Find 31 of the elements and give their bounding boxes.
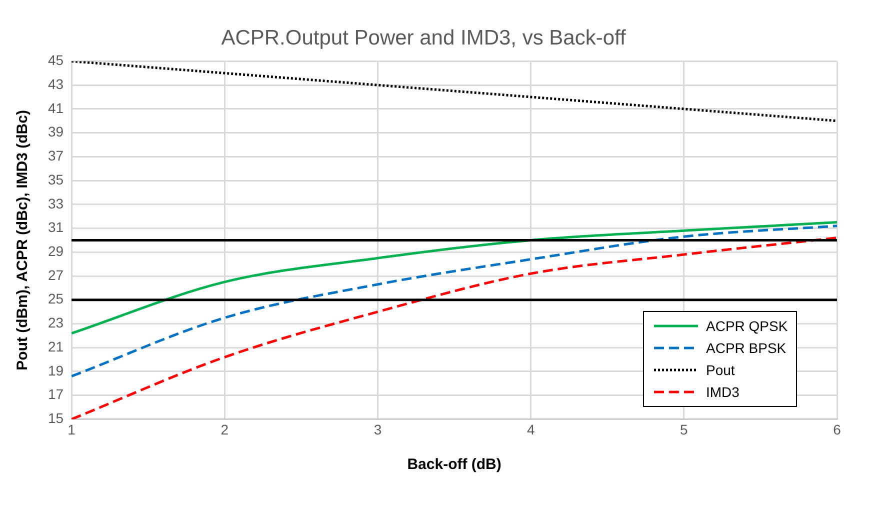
y-tick-label: 45 xyxy=(48,52,64,68)
x-tick-label: 5 xyxy=(680,421,688,438)
y-tick-label: 37 xyxy=(48,148,64,164)
y-tick-label: 21 xyxy=(48,338,64,354)
x-tick-label: 1 xyxy=(68,421,76,438)
x-tick-label: 3 xyxy=(374,421,382,438)
y-tick-label: 27 xyxy=(48,266,64,283)
y-tick-label: 25 xyxy=(48,290,64,307)
legend-label: ACPR BPSK xyxy=(706,340,786,356)
line-series xyxy=(72,221,837,335)
y-tick-label: 15 xyxy=(48,410,64,426)
x-tick-label: 6 xyxy=(833,421,842,438)
y-tick-label: 23 xyxy=(48,314,64,331)
x-tick-label: 4 xyxy=(526,421,535,438)
y-tick-label: 33 xyxy=(48,195,64,212)
y-tick-label: 41 xyxy=(48,100,64,116)
y-tick-label: 39 xyxy=(48,124,64,140)
y-tick-label: 19 xyxy=(48,362,64,378)
y-tick-label: 29 xyxy=(48,242,64,259)
y-tick-label: 43 xyxy=(48,76,64,92)
legend-label: ACPR QPSK xyxy=(706,318,788,334)
x-axis-title: Back-off (dB) xyxy=(407,456,502,474)
line-series xyxy=(72,224,837,378)
y-tick-label: 31 xyxy=(48,219,64,236)
chart-title: ACPR.Output Power and IMD3, vs Back-off xyxy=(221,26,626,50)
y-axis-title: Pout (dBm), ACPR (dBc), IMD3 (dBc) xyxy=(14,110,32,370)
y-tick-label: 17 xyxy=(48,386,64,402)
legend-label: Pout xyxy=(706,362,735,378)
legend-label: IMD3 xyxy=(706,384,740,400)
x-tick-label: 2 xyxy=(220,421,229,438)
y-tick-label: 35 xyxy=(48,171,64,188)
